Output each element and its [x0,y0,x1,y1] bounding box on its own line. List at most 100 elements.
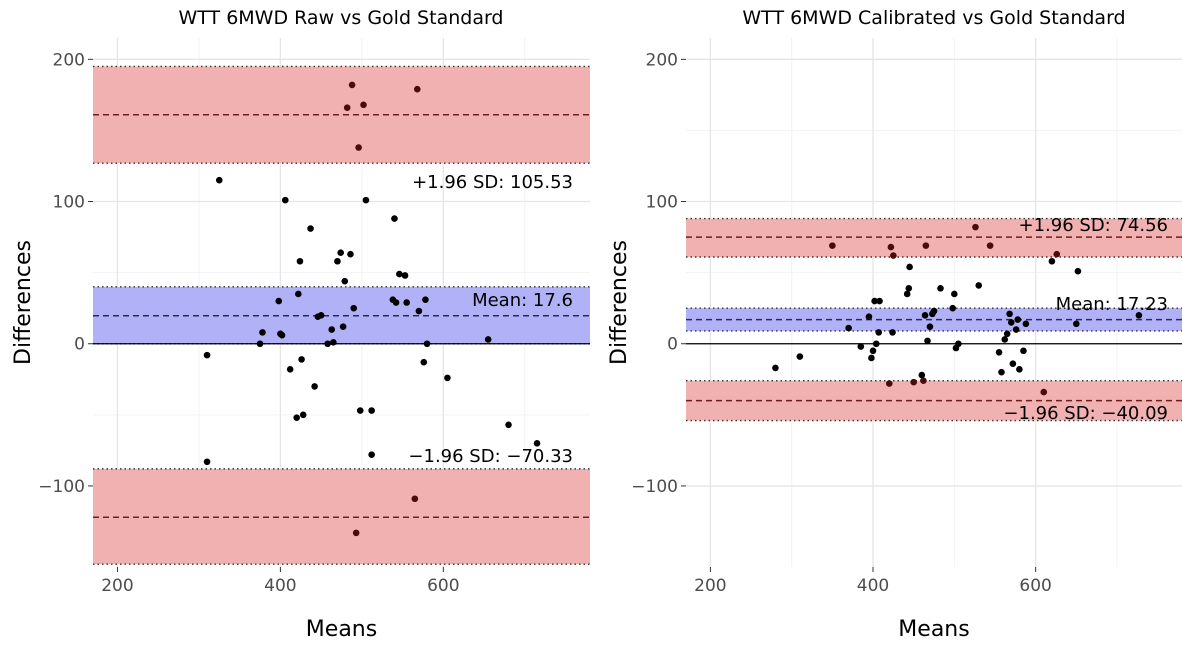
x-tick-label: 400 [264,576,296,596]
y-tick-label: −100 [38,477,85,497]
y-tick-label: 100 [646,193,678,213]
data-point [875,329,883,336]
data-point [885,380,893,387]
lower-annotation: −1.96 SD: −40.09 [1003,403,1168,424]
data-point [772,364,779,372]
data-point [1012,326,1020,333]
data-point [360,101,367,109]
data-point [259,329,266,336]
panel-title: WTT 6MWD Raw vs Gold Standard [179,7,504,29]
data-point [484,336,492,343]
data-point [872,340,880,348]
data-point [343,104,351,111]
data-point [293,414,300,421]
data-point [975,282,983,289]
data-point [918,371,926,379]
data-point [396,270,403,278]
data-point [869,347,877,355]
data-point [986,242,994,249]
data-point [1022,320,1030,328]
data-point [307,225,314,232]
data-point [286,366,294,373]
data-point [256,340,264,348]
data-point [865,313,873,321]
x-axis-title: Means [898,617,969,642]
y-tick-label: 0 [74,335,85,355]
x-tick-label: 600 [1019,576,1051,596]
upper-annotation: +1.96 SD: 105.53 [412,172,573,193]
data-point [355,144,362,151]
data-point [829,242,836,249]
data-point [215,176,223,184]
raw-vs-gold-panel: +1.96 SD: 105.53 Mean: 17.6 −1.96 SD: −70.… [11,7,590,642]
data-point [1006,310,1013,318]
data-point [949,304,957,312]
data-point [347,250,354,258]
data-point [368,407,375,414]
data-point [299,411,307,419]
data-point [362,196,370,204]
data-point [203,458,211,466]
data-point [972,223,979,231]
data-point [1053,250,1061,258]
data-point [845,324,852,332]
data-point [951,290,958,298]
calibrated-vs-gold-panel: +1.96 SD: 74.56 Mean: 17.23 −1.96 SD: −40.… [607,7,1182,642]
upper-annotation: +1.96 SD: 74.56 [1019,215,1168,236]
y-axis-title: Differences [11,240,36,365]
data-point [413,85,421,93]
data-point [868,354,875,362]
data-point [857,343,865,350]
data-point [401,272,409,279]
x-tick-label: 200 [694,576,726,596]
y-axis-title: Differences [607,240,632,365]
data-point [296,257,304,265]
data-point [871,297,878,305]
data-point [392,299,400,306]
data-point [278,331,286,339]
data-point [330,339,337,346]
data-point [422,296,429,303]
data-point [352,529,360,537]
data-point [1020,347,1027,355]
data-point [420,358,428,366]
data-point [1072,320,1080,328]
y-tick-label: 200 [53,50,85,70]
data-point [924,337,931,345]
data-point [444,374,451,382]
data-point [930,307,938,315]
data-point [1014,316,1022,323]
data-point [311,383,318,390]
data-point [275,297,283,305]
data-point [391,215,398,222]
x-tick-label: 600 [427,576,459,596]
data-point [339,323,347,330]
data-point [505,421,512,429]
data-point [922,242,930,249]
mean-annotation: Mean: 17.6 [472,290,573,311]
y-tick-label: 200 [646,50,678,70]
data-point [337,249,344,257]
data-point [415,307,423,315]
y-tick-label: −100 [631,477,678,497]
data-point [368,451,375,458]
data-point [921,311,929,319]
data-point [356,407,364,414]
data-point [411,495,419,503]
panel-title: WTT 6MWD Calibrated vs Gold Standard [742,7,1125,29]
data-point [1016,366,1023,373]
data-point [1007,319,1015,326]
y-tick-label: 0 [667,335,678,355]
data-point [348,81,356,89]
data-point [955,340,962,348]
data-point [887,243,895,251]
data-point [876,297,883,305]
data-point [1040,388,1048,396]
data-point [423,340,431,348]
data-point [1074,267,1082,275]
data-point [350,304,358,312]
data-point [203,351,211,359]
data-point [890,252,897,259]
data-point [998,368,1005,376]
